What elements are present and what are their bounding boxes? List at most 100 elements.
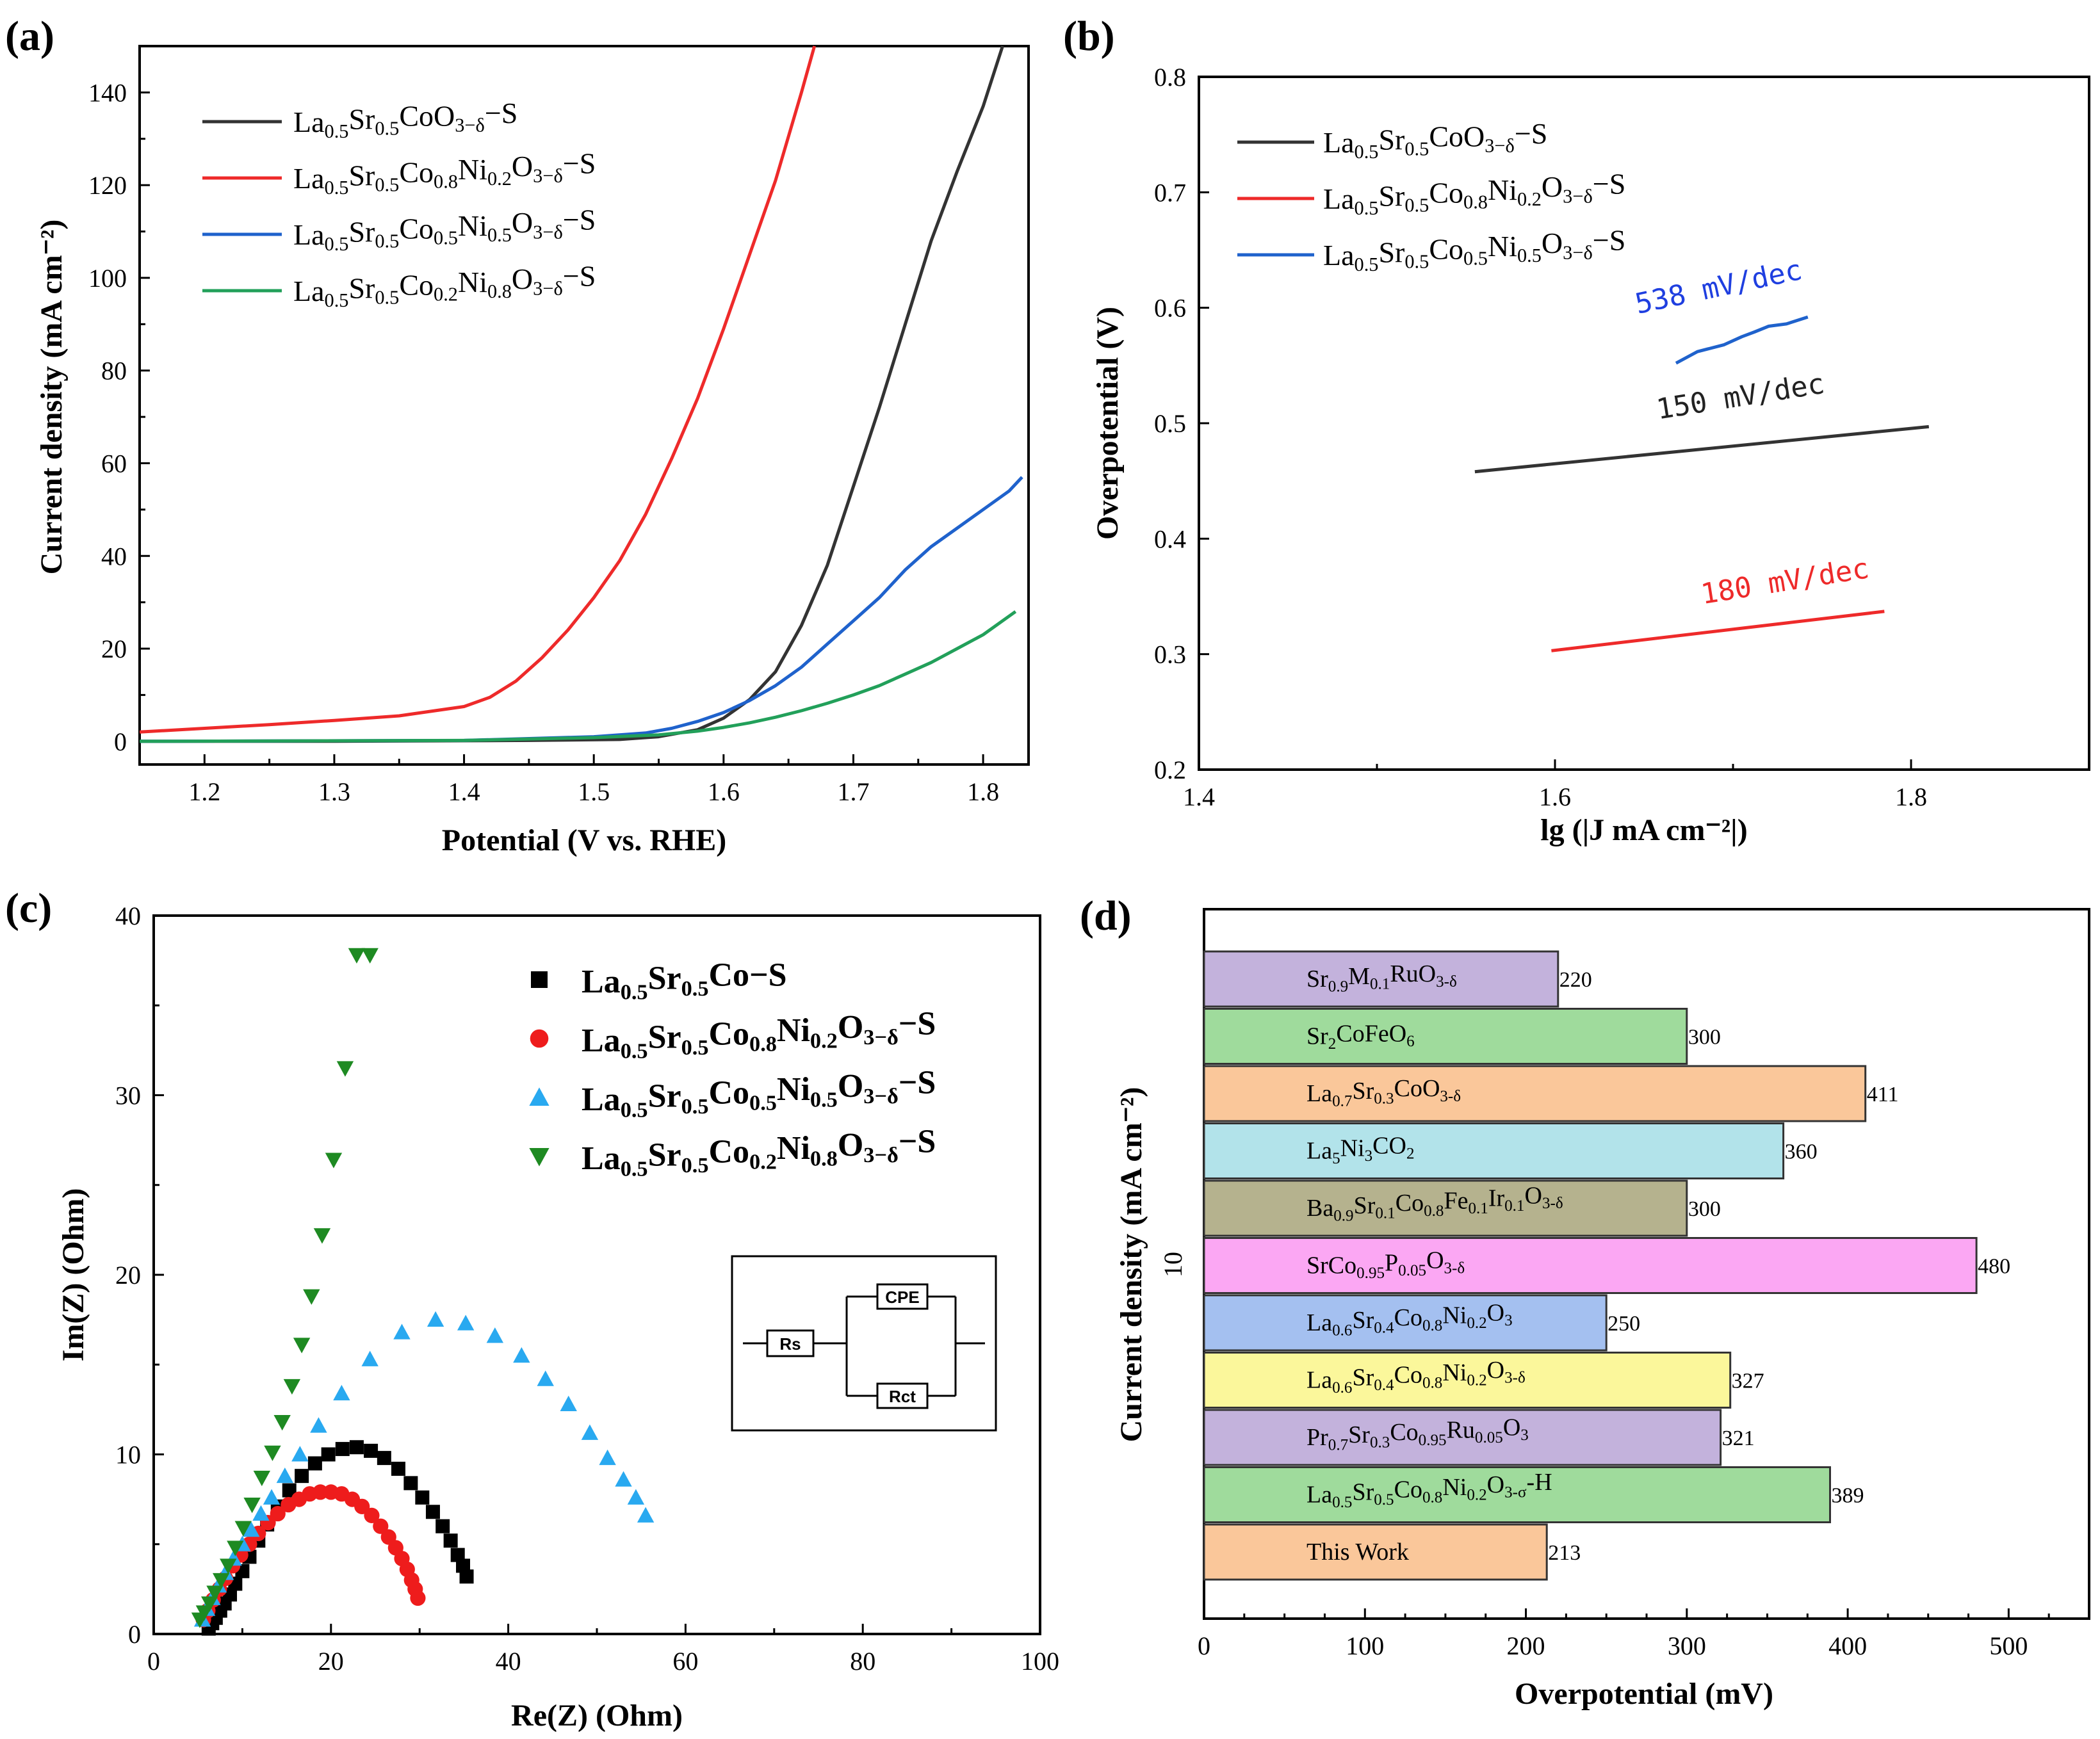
text-part: Sr [1306, 966, 1328, 992]
subscript-part: 2 [1406, 1145, 1415, 1162]
data-point-series-2 [410, 1590, 426, 1606]
text-part: Co−S [708, 957, 786, 993]
data-point-series-2 [270, 1505, 286, 1522]
subscript-part: 0.8 [749, 1032, 777, 1056]
subscript-part: 0.8 [1422, 1374, 1442, 1391]
subscript-part: 0.5 [621, 1039, 648, 1063]
data-point-series-4 [293, 1338, 311, 1354]
x-tick-label: 1.5 [578, 777, 610, 806]
slope-annotation-3: 538 mV/dec [1632, 254, 1805, 321]
text-part: La [293, 106, 325, 138]
bar-11 [1203, 1523, 1548, 1581]
text-part: Co [399, 269, 434, 302]
data-point-series-3 [427, 1311, 444, 1327]
x-tick-label: 1.7 [837, 777, 869, 806]
text-part: La [582, 1140, 621, 1177]
text-part: O [512, 263, 533, 295]
subscript-part: 0.5 [621, 980, 648, 1004]
subscript-part: 0.9 [1328, 978, 1348, 996]
text-part: La [1306, 1482, 1332, 1508]
series-line-2 [1551, 610, 1885, 652]
bar-value-10: 389 [1831, 1484, 1864, 1508]
text-part: Sr [648, 960, 681, 997]
legend-entry-4: La0.5Sr0.5Co0.2Ni0.8O3−δ−S [582, 1123, 936, 1181]
data-point-series-2 [373, 1518, 389, 1534]
text-part: La [1323, 239, 1355, 271]
text-part: −S [1593, 168, 1626, 200]
data-point-series-4 [206, 1585, 224, 1601]
panel-a-lines [139, 45, 1023, 743]
bar-8 [1203, 1352, 1732, 1409]
text-part: Ni [1488, 174, 1517, 206]
subscript-part: 0.2 [1467, 1314, 1486, 1332]
subscript-part: 5 [1332, 1150, 1340, 1167]
data-point-series-4 [264, 1445, 281, 1461]
panel-d-ytick-label: 10 [1159, 1252, 1187, 1277]
y-tick-label: 140 [88, 78, 127, 107]
subscript-part: 0.5 [375, 174, 399, 195]
x-tick-label: 0 [1198, 1631, 1210, 1660]
bar-label-1: Sr0.9M0.1RuO3-δ [1306, 960, 1457, 995]
text-part: Sr [1352, 1479, 1374, 1506]
bar-6 [1203, 1237, 1978, 1294]
text-part: Sr [1306, 1023, 1328, 1050]
x-tick-label: 1.2 [188, 777, 220, 806]
text-part: SrCo [1306, 1252, 1356, 1279]
text-part: Co [1394, 1476, 1422, 1503]
subscript-part: 0.5 [325, 233, 349, 255]
text-part: La [1306, 1367, 1332, 1394]
text-part: −S [1515, 117, 1548, 150]
data-point-series-3 [252, 1505, 270, 1521]
legend-entry-1: La0.5Sr0.5CoO3−δ−S [293, 97, 517, 142]
subscript-part: 0.5 [1355, 254, 1379, 275]
subscript-part: 3−δ [863, 1025, 899, 1049]
legend-entry-3: La0.5Sr0.5Co0.5Ni0.5O3−δ−S [293, 204, 596, 255]
text-part: Ni [458, 209, 487, 242]
data-point-series-1 [349, 1440, 364, 1455]
text-part: Sr [648, 1078, 681, 1115]
text-part: O [838, 1127, 863, 1163]
data-point-series-3 [513, 1347, 530, 1363]
subscript-part: 3−δ [1563, 241, 1593, 263]
subscript-part: 0.5 [1355, 197, 1379, 219]
text-part: CO [1372, 1133, 1406, 1160]
text-part: O [1426, 1247, 1444, 1274]
x-tick-label: 200 [1507, 1631, 1545, 1660]
y-tick-label: 20 [101, 635, 127, 663]
series-line-2 [139, 45, 817, 734]
panel-b-lines: 150 mV/dec 180 mV/dec 538 mV/dec [1474, 254, 1930, 652]
subscript-part: 3-δ [1542, 1195, 1563, 1212]
panel-b-label: (b) [1063, 13, 1115, 60]
subscript-part: 0.5 [810, 1087, 838, 1112]
data-point-series-3 [457, 1314, 475, 1331]
panel-c: (c) 0 20 40 60 80 100 0 10 20 30 40 Re(Z) (Ohm) Im… [5, 885, 1059, 1733]
text-part: CoO [1429, 120, 1485, 153]
data-point-series-3 [637, 1507, 655, 1523]
y-tick-label: 100 [88, 264, 127, 293]
text-part: La [293, 218, 325, 251]
panel-c-xlabel: Re(Z) (Ohm) [511, 1699, 683, 1733]
text-part: O [512, 150, 533, 182]
series-line-1 [1474, 425, 1930, 474]
text-part: La [582, 964, 621, 1000]
data-point-series-3 [310, 1417, 327, 1433]
text-part: Sr [1378, 123, 1404, 156]
bar-value-9: 321 [1722, 1427, 1755, 1450]
subscript-part: 3-σ [1504, 1484, 1527, 1501]
subscript-part: 3 [1520, 1427, 1529, 1444]
panel-c-ylabel: Im(Z) (Ohm) [56, 1188, 90, 1362]
subscript-part: 0.95 [1419, 1432, 1447, 1449]
bar-4 [1203, 1122, 1785, 1179]
data-point-series-4 [325, 1153, 343, 1169]
bar-value-8: 327 [1732, 1370, 1764, 1393]
subscript-part: 0.8 [434, 171, 458, 193]
text-part: Sr [1352, 1364, 1374, 1391]
data-point-series-1 [295, 1469, 309, 1484]
panel-a: (a) 1.2 1.3 1.4 1.5 1.6 1.7 1.8 0 20 40 60 80 100 120… [5, 13, 1030, 857]
data-point-series-2 [354, 1498, 370, 1514]
data-point-series-4 [313, 1228, 331, 1244]
data-point-series-1 [456, 1558, 471, 1573]
